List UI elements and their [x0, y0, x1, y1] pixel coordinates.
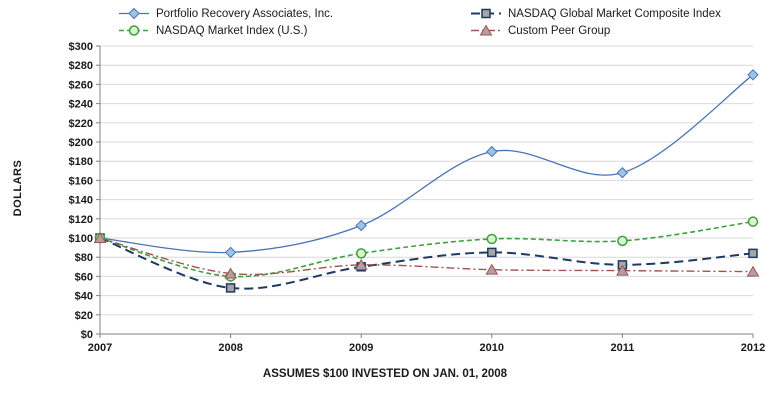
triangle-marker [93, 232, 107, 243]
legend-square-icon [471, 8, 501, 19]
legend-label-nasdaq-us: NASDAQ Market Index (U.S.) [156, 24, 308, 37]
diamond-marker [224, 246, 237, 259]
x-tick-label: 2012 [741, 342, 765, 354]
triangle-marker [224, 267, 237, 279]
y-tick-label: $0 [81, 329, 93, 341]
legend-item-custom-peer-group: Custom Peer Group [470, 24, 721, 37]
triangle-marker [485, 263, 499, 275]
square-marker [487, 247, 497, 258]
square-marker [481, 8, 491, 19]
legend-label-nasdaq-global: NASDAQ Global Market Composite Index [508, 7, 721, 20]
x-tick-label: 2007 [88, 342, 112, 354]
legend-label-custom-peer-group: Custom Peer Group [508, 24, 611, 37]
x-tick-label: 2008 [218, 342, 242, 354]
diamond-marker [128, 7, 140, 20]
series-line [99, 220, 754, 278]
series-line [99, 237, 754, 276]
y-tick-label: $240 [69, 99, 93, 111]
y-tick-label: $140 [69, 195, 93, 207]
series-line [99, 74, 754, 254]
x-tick-label: 2009 [349, 342, 373, 354]
square-marker [748, 248, 758, 259]
y-tick-label: $40 [75, 291, 93, 303]
x-tick-label: 2011 [610, 342, 634, 354]
circle-marker [486, 233, 498, 245]
x-tick-label: 2010 [480, 342, 504, 354]
triangle-marker [479, 24, 493, 36]
triangle-marker [746, 265, 760, 277]
circle-marker [617, 235, 628, 247]
y-tick-label: $20 [75, 310, 93, 322]
legend-item-portfolio-recovery: Portfolio Recovery Associates, Inc. [118, 7, 470, 20]
y-tick-label: $200 [69, 137, 93, 149]
triangle-marker [354, 258, 368, 270]
chart-legend: Portfolio Recovery Associates, Inc. NASD… [118, 5, 721, 39]
diamond-marker [486, 145, 498, 158]
triangle-marker [616, 264, 629, 276]
diamond-marker [355, 219, 367, 232]
y-tick-label: $280 [69, 60, 93, 72]
x-axis-caption: ASSUMES $100 INVESTED ON JAN. 01, 2008 [262, 368, 508, 380]
series-line [99, 237, 754, 290]
legend-diamond-icon [119, 7, 149, 20]
y-tick-label: $80 [75, 252, 93, 264]
y-tick-label: $260 [69, 79, 93, 91]
chart-canvas: $0 $20 $40 $60 $80 $100 $120 $140 $160 $180 $200 $2… [69, 41, 766, 354]
y-tick-label: $120 [69, 214, 93, 226]
circle-marker [747, 216, 759, 227]
legend-item-nasdaq-global: NASDAQ Global Market Composite Index [470, 7, 721, 20]
circle-marker [128, 25, 140, 36]
legend-triangle-icon [471, 24, 501, 36]
y-tick-label: $160 [69, 175, 93, 187]
square-marker [225, 283, 236, 293]
circle-marker [355, 248, 367, 259]
y-tick-label: $300 [69, 41, 93, 53]
y-tick-label: $100 [69, 233, 93, 245]
y-tick-label: $220 [69, 118, 93, 130]
diamond-marker [616, 167, 629, 179]
legend-label-portfolio-recovery: Portfolio Recovery Associates, Inc. [156, 7, 334, 20]
y-tick-label: $60 [75, 271, 93, 283]
legend-circle-icon [119, 25, 149, 36]
diamond-marker [747, 69, 759, 81]
legend-item-nasdaq-us: NASDAQ Market Index (U.S.) [118, 24, 470, 37]
y-tick-label: $180 [69, 156, 93, 168]
